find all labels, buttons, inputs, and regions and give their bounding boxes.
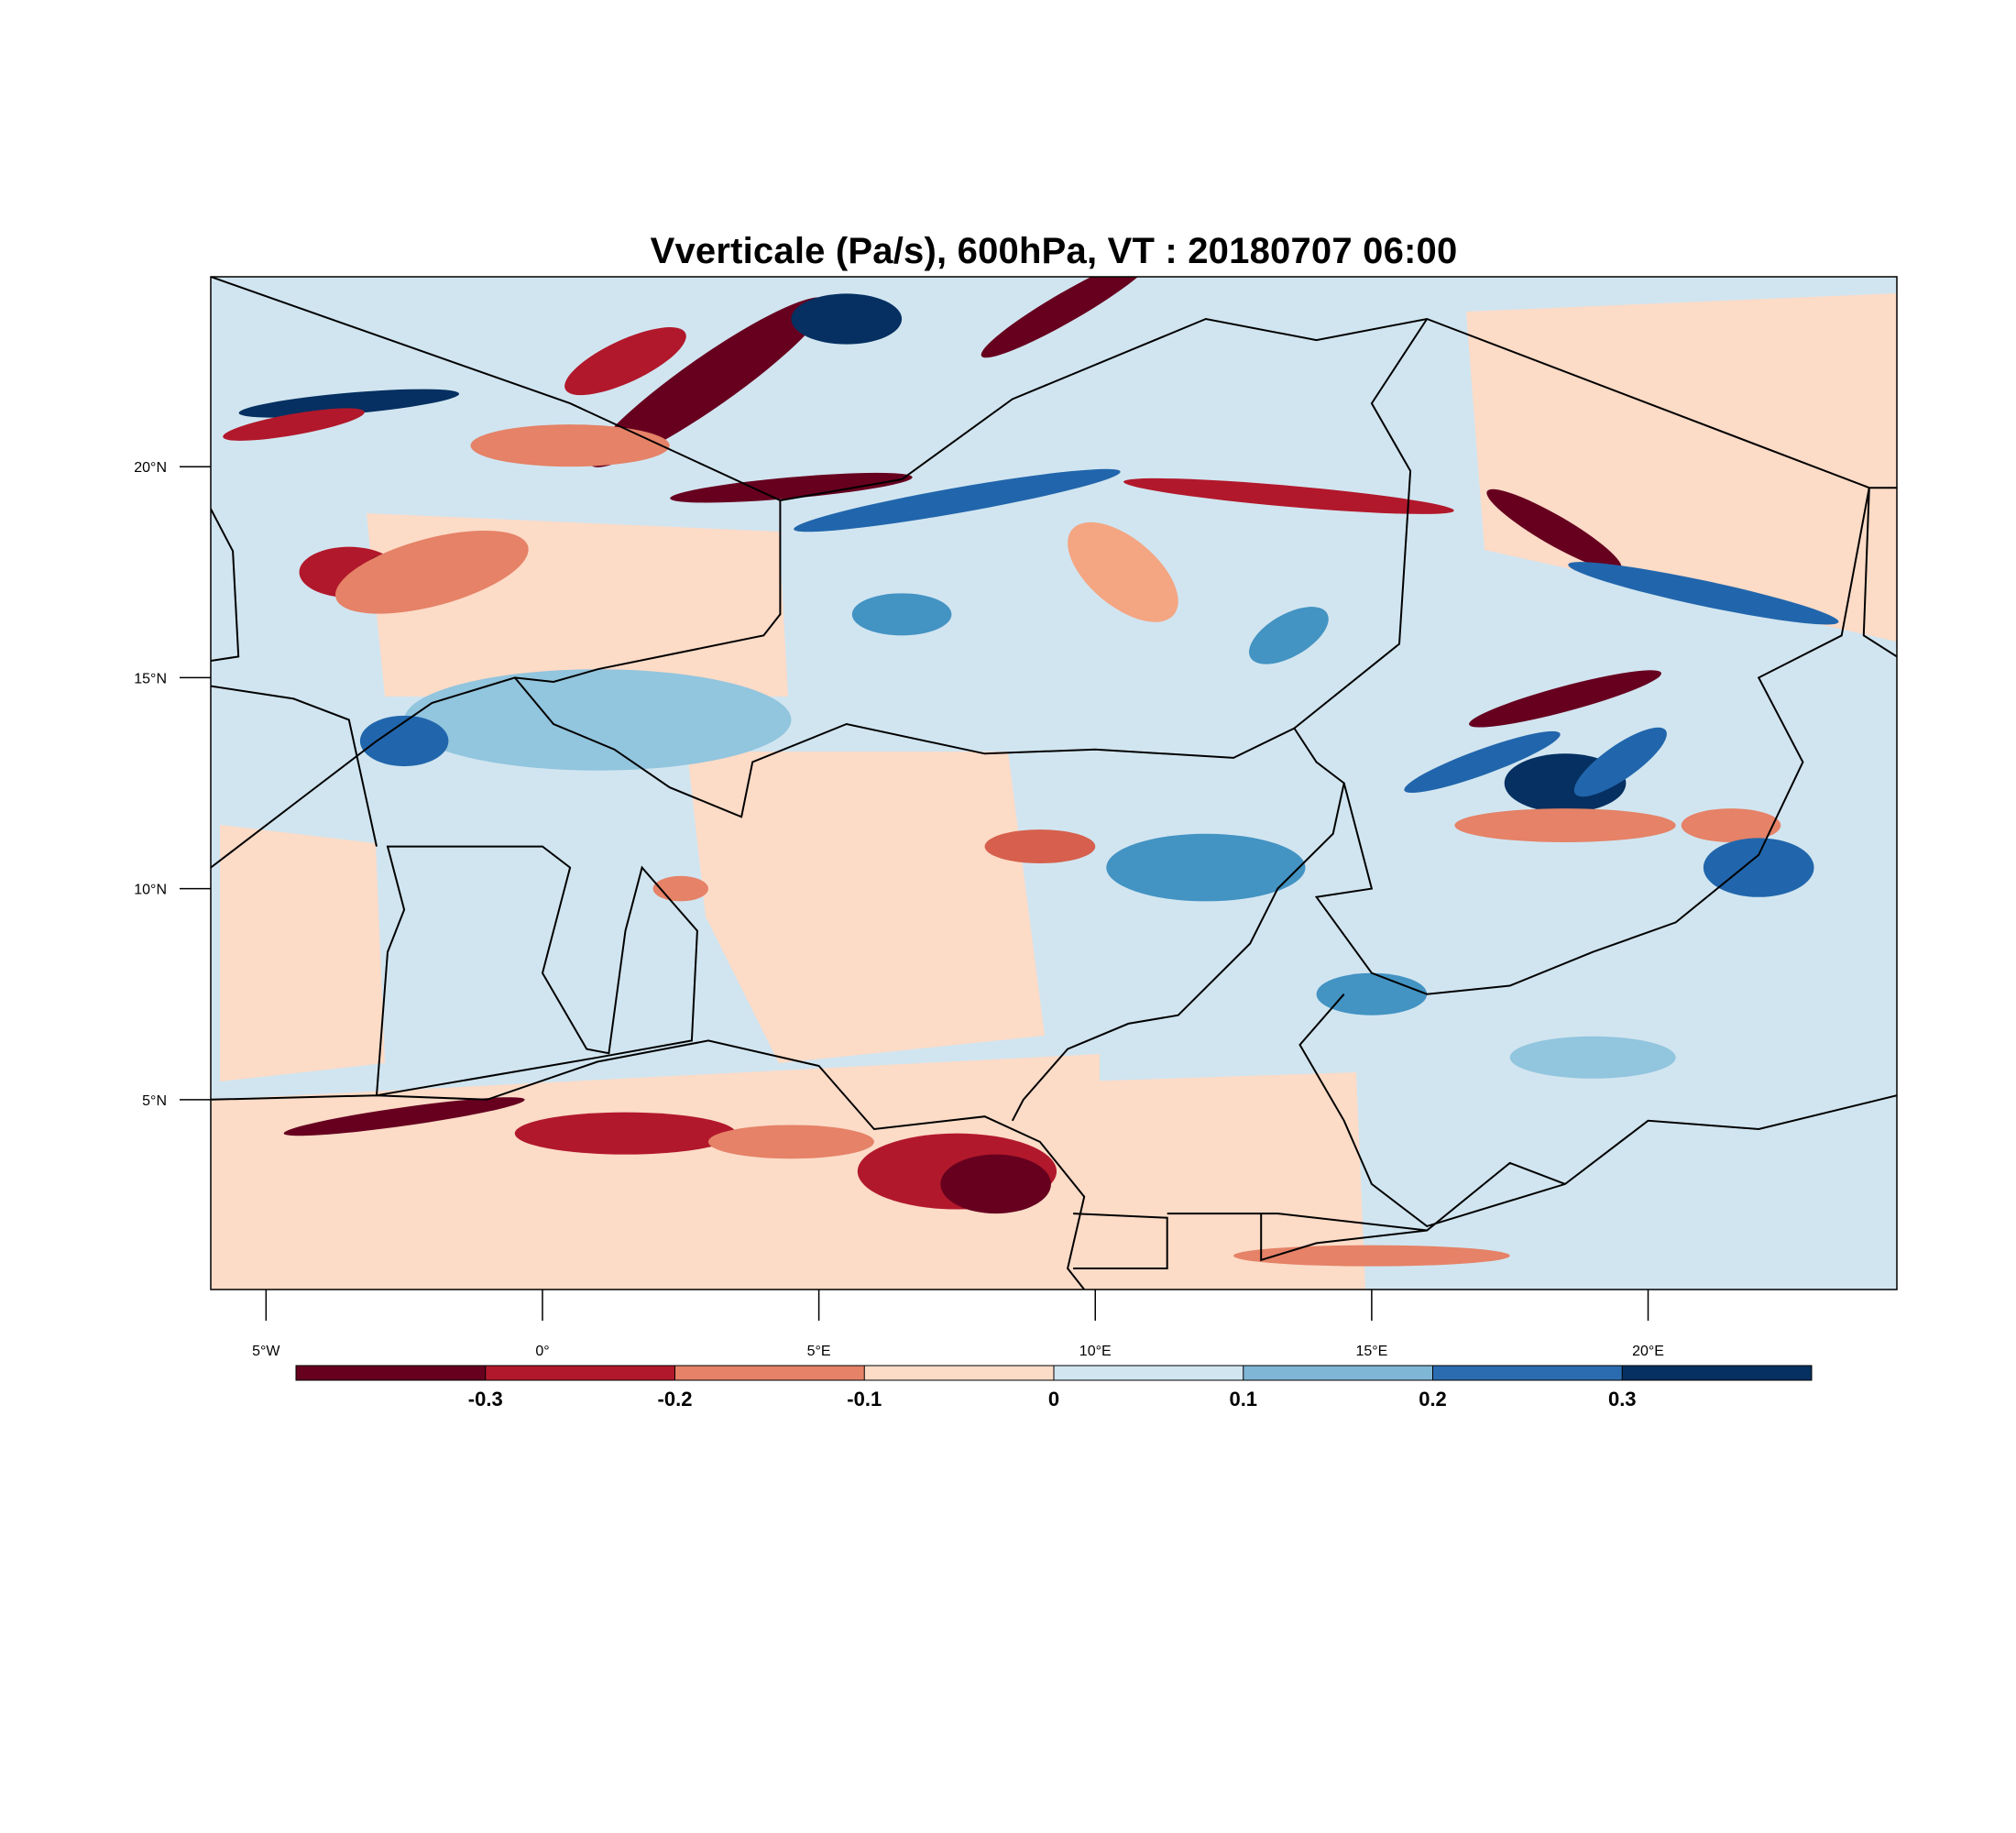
- anomaly-blob: [1106, 833, 1306, 902]
- colorbar-label: 0.1: [1229, 1388, 1257, 1410]
- anomaly-blob: [1233, 1245, 1510, 1267]
- colorbar-swatch: [864, 1366, 1055, 1380]
- colorbar-label: 0.2: [1419, 1388, 1447, 1410]
- country-border: [1260, 1161, 1566, 1262]
- anomaly-blob: [334, 530, 529, 614]
- anomaly-blob: [1681, 808, 1781, 842]
- anomaly-blob: [564, 327, 686, 396]
- x-tick-label: 20°E: [1632, 1344, 1664, 1359]
- anomaly-blob: [981, 277, 1155, 358]
- y-tick-label: 15°N: [134, 671, 167, 686]
- zero-band-region: [1081, 1072, 1365, 1290]
- chart-title: Vverticale (Pa/s), 600hPa, VT : 20180707…: [650, 231, 1458, 271]
- colorbar-swatch: [1622, 1366, 1813, 1380]
- colorbar-swatch: [674, 1366, 865, 1380]
- country-border: [1298, 993, 1897, 1228]
- x-tick-label: 0°: [535, 1344, 549, 1359]
- country-border: [211, 508, 240, 662]
- map-frame: [210, 276, 1898, 1290]
- anomaly-blob: [514, 1112, 737, 1155]
- y-tick-label: 10°N: [134, 883, 167, 898]
- anomaly-blob: [1568, 562, 1839, 625]
- y-tick-label: 5°N: [142, 1093, 167, 1109]
- anomaly-blob: [1703, 838, 1814, 897]
- anomaly-blob: [1068, 521, 1178, 622]
- x-tick-label: 5°W: [252, 1344, 280, 1359]
- anomaly-blob: [791, 293, 903, 345]
- country-border: [1862, 488, 1897, 658]
- y-tick-label: 20°N: [134, 460, 167, 476]
- colorbar-label: 0.3: [1608, 1388, 1637, 1410]
- colorbar: -0.3 -0.2 -0.1 0 0.1 0.2 0.3: [295, 1365, 1813, 1410]
- country-border: [1167, 1213, 1428, 1232]
- country-border: [1293, 318, 1429, 730]
- anomaly-blob: [1249, 607, 1329, 664]
- anomaly-blob: [1486, 488, 1622, 571]
- colorbar-swatch: [1432, 1366, 1623, 1380]
- country-border: [211, 1039, 1086, 1290]
- anomaly-blob: [670, 472, 913, 503]
- country-border: [211, 277, 1897, 502]
- anomaly-blob: [1454, 808, 1676, 842]
- country-border: [1314, 488, 1870, 995]
- country-border: [376, 845, 698, 1097]
- anomaly-blob: [589, 297, 827, 467]
- anomaly-blob: [1123, 477, 1454, 514]
- anomaly-blob: [851, 593, 952, 636]
- anomaly-blob: [794, 468, 1121, 532]
- zero-band-region: [220, 825, 385, 1081]
- country-border: [1073, 1213, 1168, 1269]
- anomaly-blob: [940, 1154, 1051, 1214]
- colorbar-swatch: [296, 1366, 487, 1380]
- x-tick-label: 5°E: [807, 1344, 831, 1359]
- anomaly-blob: [470, 424, 670, 467]
- anomaly-blob: [404, 669, 792, 771]
- anomaly-blob: [1509, 1036, 1676, 1079]
- anomaly-blob: [223, 408, 365, 441]
- colorbar-label: -0.2: [658, 1388, 693, 1410]
- anomaly-blob: [1573, 727, 1667, 797]
- anomaly-blob: [1469, 670, 1661, 728]
- anomaly-blob: [283, 1097, 525, 1136]
- colorbar-swatch: [1054, 1366, 1244, 1380]
- country-border: [211, 685, 378, 847]
- colorbar-label: -0.3: [468, 1388, 503, 1410]
- zero-band-region: [687, 752, 1045, 1063]
- anomaly-blob: [1316, 972, 1428, 1015]
- anomaly-blob: [359, 715, 449, 767]
- anomaly-blob: [238, 389, 460, 418]
- colorbar-label: 0: [1048, 1388, 1059, 1410]
- anomaly-blob: [1404, 730, 1561, 794]
- x-tick-label: 10°E: [1079, 1344, 1112, 1359]
- x-tick-label: 15°E: [1355, 1344, 1387, 1359]
- colorbar-swatch: [485, 1366, 675, 1380]
- anomaly-blob: [707, 1125, 874, 1159]
- anomaly-blob: [984, 829, 1096, 863]
- colorbar-label: -0.1: [847, 1388, 882, 1410]
- colorbar-swatch: [1243, 1366, 1433, 1380]
